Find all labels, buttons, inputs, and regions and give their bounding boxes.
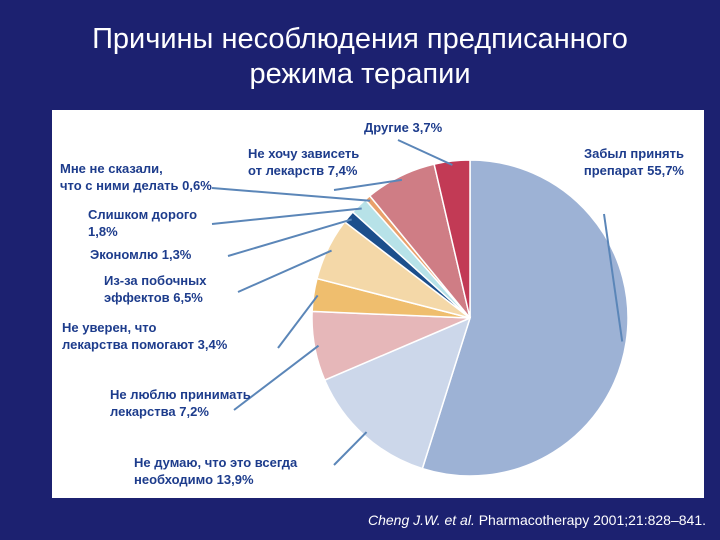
slice-label-1-line-0: Не думаю, что это всегда <box>134 455 298 470</box>
slice-label-9-line-0: Другие 3,7% <box>364 120 443 135</box>
slide-title: Причины несоблюдения предписанного режим… <box>0 22 720 92</box>
slice-label-4: Из-за побочных эффектов 6,5% <box>104 273 207 305</box>
pie-chart: Забыл принять препарат 55,7% Не думаю, что… <box>60 120 685 487</box>
leader-line-3 <box>277 294 319 349</box>
leader-line-4 <box>237 249 332 293</box>
slice-label-5-line-0: Экономлю 1,3% <box>90 247 192 262</box>
pie-slice-0 <box>421 159 629 477</box>
leader-line-2 <box>233 344 320 411</box>
citation: Cheng J.W. et al. Pharmacotherapy 2001;2… <box>368 512 706 528</box>
slide-title-line-1: Причины несоблюдения предписанного <box>92 23 628 55</box>
slice-label-3-line-1: лекарства помогают 3,4% <box>62 337 228 352</box>
slice-label-2: Не люблю принимать лекарства 7,2% <box>110 387 251 419</box>
pie-slice-9 <box>433 159 471 319</box>
slice-label-5: Экономлю 1,3% <box>90 247 192 262</box>
slice-label-4-line-0: Из-за побочных <box>104 273 207 288</box>
slice-label-6: Слишком дорого 1,8% <box>88 207 197 239</box>
leader-line-7 <box>211 187 371 202</box>
slice-label-1-line-1: необходимо 13,9% <box>134 472 254 487</box>
slice-label-2-line-0: Не люблю принимать <box>110 387 251 402</box>
chart-panel: Забыл принять препарат 55,7% Не думаю, что… <box>52 110 704 498</box>
leader-line-9 <box>397 139 453 166</box>
leader-line-8 <box>333 178 403 191</box>
leader-line-6 <box>211 207 362 225</box>
citation-source: Pharmacotherapy 2001;21:828–841. <box>474 512 706 528</box>
leader-line-1 <box>333 431 368 466</box>
slice-label-4-line-1: эффектов 6,5% <box>104 290 203 305</box>
slice-label-3-line-0: Не уверен, что <box>62 320 156 335</box>
leader-line-5 <box>227 218 352 257</box>
slide-title-line-2: режима терапии <box>249 58 471 90</box>
slice-label-8-line-0: Не хочу зависеть <box>248 146 359 161</box>
slice-label-7-line-0: Мне не сказали, <box>60 161 163 176</box>
slice-label-2-line-1: лекарства 7,2% <box>110 404 209 419</box>
slice-label-8-line-1: от лекарств 7,4% <box>248 163 358 178</box>
slice-label-1: Не думаю, что это всегда необходимо 13,9% <box>134 455 298 487</box>
slice-label-3: Не уверен, что лекарства помогают 3,4% <box>62 320 228 352</box>
slice-label-9: Другие 3,7% <box>364 120 443 135</box>
slice-label-7-line-1: что с ними делать 0,6% <box>60 178 212 193</box>
slice-label-0-line-1: препарат 55,7% <box>584 163 685 178</box>
slice-label-6-line-0: Слишком дорого <box>88 207 197 222</box>
citation-authors: Cheng J.W. et al. <box>367 512 475 528</box>
leader-line-0 <box>603 213 624 342</box>
slice-label-7: Мне не сказали, что с ними делать 0,6% <box>60 161 212 193</box>
slice-label-8: Не хочу зависеть от лекарств 7,4% <box>248 146 359 178</box>
slice-label-6-line-1: 1,8% <box>88 224 118 239</box>
slice-label-0: Забыл принять препарат 55,7% <box>584 146 685 178</box>
slice-label-0-line-0: Забыл принять <box>584 146 684 161</box>
